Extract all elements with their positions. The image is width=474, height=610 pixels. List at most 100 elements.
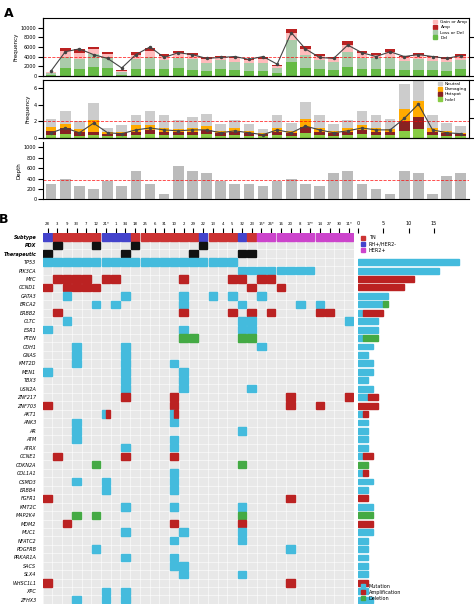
Bar	[74, 70, 85, 76]
Bar	[371, 69, 381, 76]
Bar	[238, 267, 246, 274]
Bar	[286, 62, 297, 76]
Bar	[101, 486, 110, 493]
Bar	[160, 259, 169, 266]
Bar	[383, 301, 388, 307]
Bar	[179, 275, 188, 282]
Bar	[92, 545, 100, 553]
Bar	[399, 131, 410, 137]
Bar	[60, 134, 71, 137]
Bar	[427, 132, 438, 135]
Legend: Mutation, Amplification, Deletion: Mutation, Amplification, Deletion	[361, 583, 401, 601]
Bar	[325, 309, 334, 317]
Bar	[385, 49, 395, 52]
Bar	[43, 259, 52, 266]
Bar	[159, 115, 169, 127]
Bar	[73, 436, 81, 443]
Bar	[60, 48, 71, 51]
Bar	[385, 132, 395, 135]
Bar	[238, 520, 246, 528]
Bar	[111, 301, 120, 308]
Bar	[60, 57, 71, 68]
Bar	[358, 378, 368, 383]
Bar	[46, 184, 56, 199]
Bar	[238, 503, 246, 511]
Bar	[121, 528, 129, 536]
Bar	[229, 62, 240, 70]
Bar	[300, 49, 310, 55]
Bar	[140, 233, 149, 240]
Bar	[159, 56, 169, 60]
Bar	[73, 418, 81, 426]
Bar	[117, 134, 127, 136]
Bar	[427, 61, 438, 70]
Bar	[73, 275, 81, 282]
Bar	[238, 537, 246, 544]
Bar	[247, 309, 256, 317]
Bar	[187, 59, 198, 70]
Bar	[63, 233, 71, 240]
Bar	[74, 121, 85, 129]
Bar	[229, 58, 240, 62]
Bar	[179, 301, 188, 308]
Bar	[272, 127, 283, 132]
Bar	[441, 62, 452, 71]
Bar	[170, 444, 178, 451]
Bar	[170, 554, 178, 561]
Bar	[456, 173, 466, 199]
Bar	[199, 233, 208, 240]
Bar	[272, 73, 283, 76]
Bar	[170, 478, 178, 485]
Bar	[244, 131, 254, 134]
Bar	[201, 173, 212, 199]
Bar	[314, 127, 325, 132]
Bar	[413, 55, 424, 59]
Bar	[286, 393, 295, 401]
Bar	[371, 135, 381, 137]
Bar	[101, 233, 110, 240]
Bar	[117, 74, 127, 76]
Bar	[88, 189, 99, 199]
Bar	[215, 69, 226, 76]
Bar	[215, 181, 226, 199]
Bar	[258, 129, 268, 132]
Bar	[92, 512, 100, 519]
Y-axis label: Depth: Depth	[16, 162, 21, 179]
Bar	[385, 129, 395, 132]
Bar	[173, 165, 183, 199]
Bar	[358, 386, 373, 392]
Bar	[189, 250, 198, 257]
Bar	[215, 131, 226, 134]
Bar	[179, 233, 188, 240]
Bar	[145, 130, 155, 134]
Bar	[328, 58, 339, 62]
Bar	[170, 453, 178, 460]
Bar	[74, 132, 85, 136]
Bar	[73, 284, 81, 291]
Bar	[53, 275, 62, 282]
Bar	[371, 132, 381, 135]
Bar	[238, 317, 246, 325]
Bar	[328, 134, 339, 136]
Bar	[121, 444, 129, 451]
Bar	[173, 132, 183, 135]
Bar	[189, 259, 198, 266]
Bar	[131, 132, 141, 135]
Bar	[170, 537, 178, 544]
Bar	[358, 453, 363, 459]
Bar	[258, 59, 268, 63]
Bar	[159, 70, 169, 76]
Bar	[343, 120, 353, 127]
Bar	[247, 267, 256, 274]
Bar	[358, 420, 368, 425]
Bar	[399, 70, 410, 76]
Bar	[46, 72, 56, 73]
Bar	[131, 115, 141, 125]
Bar	[92, 284, 100, 291]
Bar	[174, 411, 178, 418]
Bar	[102, 132, 113, 134]
Bar	[173, 129, 183, 132]
Bar	[102, 127, 113, 132]
Bar	[121, 292, 129, 300]
Bar	[399, 109, 410, 121]
